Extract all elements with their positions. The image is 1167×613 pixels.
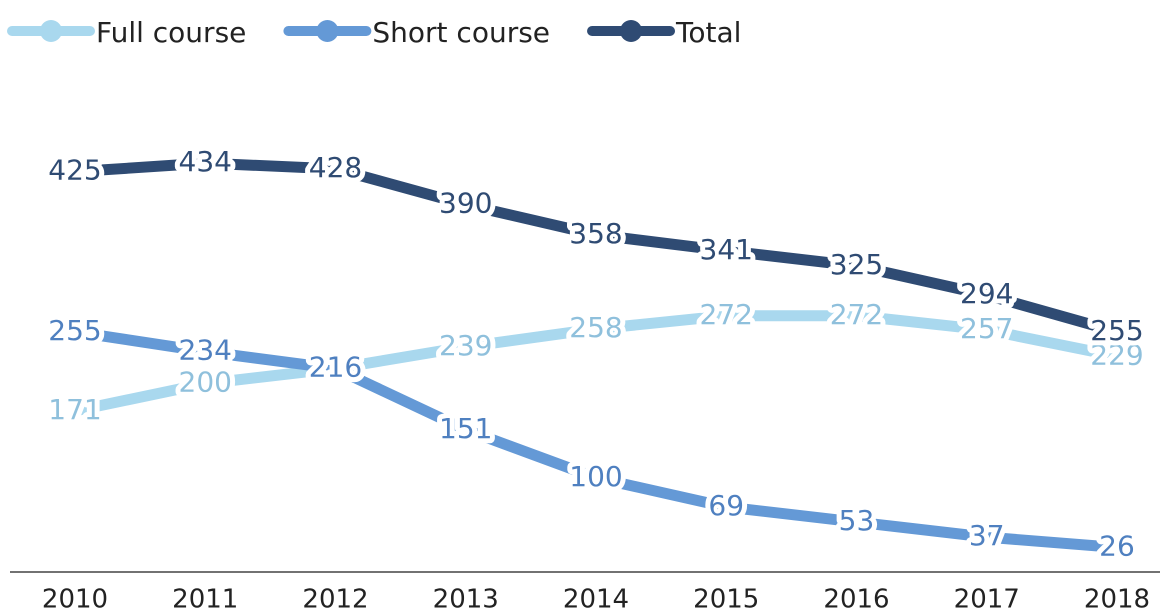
x-tick-label: 2013 xyxy=(433,585,499,613)
data-label: 425 xyxy=(48,154,101,187)
data-label: 151 xyxy=(439,412,492,445)
legend-marker xyxy=(316,20,339,42)
legend-marker xyxy=(620,20,643,42)
x-tick-label: 2011 xyxy=(172,585,238,613)
data-label: 434 xyxy=(179,145,232,178)
legend-item: Short course xyxy=(283,16,550,49)
legend-item: Full course xyxy=(7,16,246,49)
data-label: 53 xyxy=(839,504,875,537)
series-line xyxy=(74,326,1118,553)
legend-label: Short course xyxy=(372,16,550,49)
x-tick-label: 2016 xyxy=(823,585,889,613)
x-tick-label: 2018 xyxy=(1084,585,1150,613)
x-tick-label: 2015 xyxy=(693,585,759,613)
data-label: 216 xyxy=(309,351,362,384)
data-label: 100 xyxy=(569,460,622,493)
data-label: 258 xyxy=(569,311,622,344)
series xyxy=(74,326,1118,553)
data-label: 428 xyxy=(309,151,362,184)
x-tick-label: 2012 xyxy=(302,585,368,613)
data-label: 255 xyxy=(48,314,101,347)
data-label: 26 xyxy=(1099,530,1135,563)
data-label: 37 xyxy=(969,519,1005,552)
data-label: 257 xyxy=(960,312,1013,345)
data-label: 358 xyxy=(569,217,622,250)
series-line xyxy=(73,310,1119,417)
data-label: 239 xyxy=(439,329,492,362)
series xyxy=(73,310,1119,417)
data-label: 200 xyxy=(179,366,232,399)
data-label: 294 xyxy=(960,277,1013,310)
series xyxy=(74,157,1119,338)
data-label: 229 xyxy=(1090,338,1143,371)
x-tick-label: 2017 xyxy=(954,585,1020,613)
x-tick-label: 2010 xyxy=(42,585,108,613)
data-label: 390 xyxy=(439,187,492,220)
data-label: 255 xyxy=(1090,314,1143,347)
data-label: 272 xyxy=(830,298,883,331)
legend-label: Total xyxy=(675,16,741,49)
data-label: 272 xyxy=(700,298,753,331)
data-label: 171 xyxy=(48,393,101,426)
x-tick-label: 2014 xyxy=(563,585,629,613)
legend-marker xyxy=(40,20,62,42)
legend-label: Full course xyxy=(96,16,246,49)
data-label: 234 xyxy=(179,334,232,367)
data-label: 216 xyxy=(309,351,362,384)
data-label: 69 xyxy=(708,489,744,522)
legend-item: Total xyxy=(587,16,741,49)
series-line xyxy=(74,157,1119,338)
data-label: 325 xyxy=(830,248,883,281)
data-label: 341 xyxy=(700,233,753,266)
